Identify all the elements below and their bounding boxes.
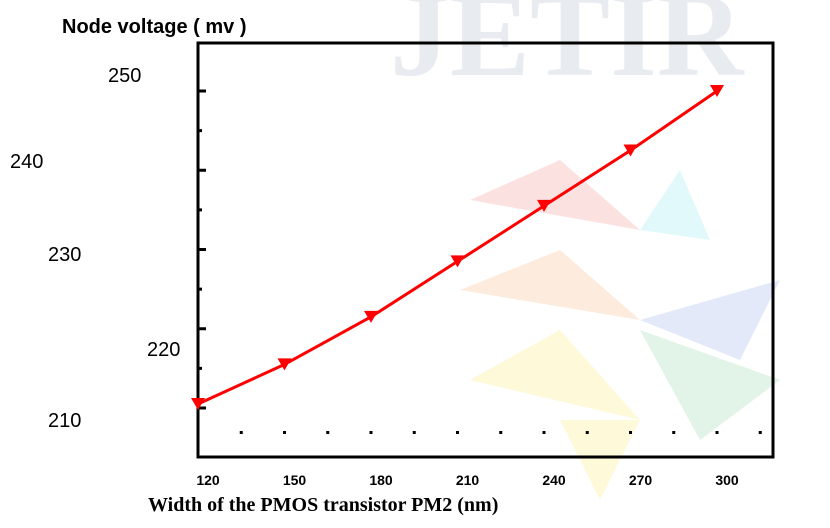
watermark-logo: JETIR [390, 0, 780, 500]
data-point-marker [191, 398, 205, 411]
data-point-marker [450, 255, 465, 268]
x-tick-label: 120 [196, 472, 220, 488]
plot-axes: 250 240 230 220 210 120 150 180 210 240 270 300 [10, 41, 775, 488]
x-tick-label: 180 [369, 472, 393, 488]
x-tick [283, 431, 286, 434]
x-tick [239, 431, 243, 434]
y-tick-label: 210 [48, 410, 81, 432]
x-tick [542, 431, 546, 434]
data-point-marker [364, 310, 378, 323]
chart-title: Node voltage ( mv ) [62, 16, 247, 38]
y-tick-label: 220 [147, 339, 180, 361]
data-point-marker [537, 199, 551, 212]
x-tick-label: 240 [542, 472, 566, 488]
y-tick-label: 230 [48, 244, 81, 266]
x-tick [715, 431, 719, 434]
x-tick [456, 431, 459, 434]
x-tick [672, 431, 676, 434]
x-tick [585, 431, 589, 434]
x-tick [326, 431, 330, 434]
x-axis-label: Width of the PMOS transistor PM2 (nm) [148, 494, 499, 516]
x-tick [758, 431, 762, 434]
y-tick-label: 240 [10, 151, 43, 173]
series-line [197, 89, 718, 406]
x-tick-label: 210 [456, 472, 480, 488]
y-tick-label: 250 [108, 65, 141, 87]
x-tick-label: 150 [283, 472, 307, 488]
watermark-text: JETIR [390, 0, 745, 101]
x-tick [499, 431, 503, 434]
series-layer [191, 85, 724, 411]
x-tick-label: 270 [629, 472, 653, 488]
x-tick [412, 431, 416, 434]
x-tick [629, 431, 632, 434]
data-point-marker [710, 85, 724, 97]
data-point-marker [623, 144, 638, 157]
x-tick [369, 431, 373, 434]
x-tick-label: 300 [715, 472, 739, 488]
data-point-marker [277, 358, 292, 371]
x-tick [196, 431, 200, 434]
